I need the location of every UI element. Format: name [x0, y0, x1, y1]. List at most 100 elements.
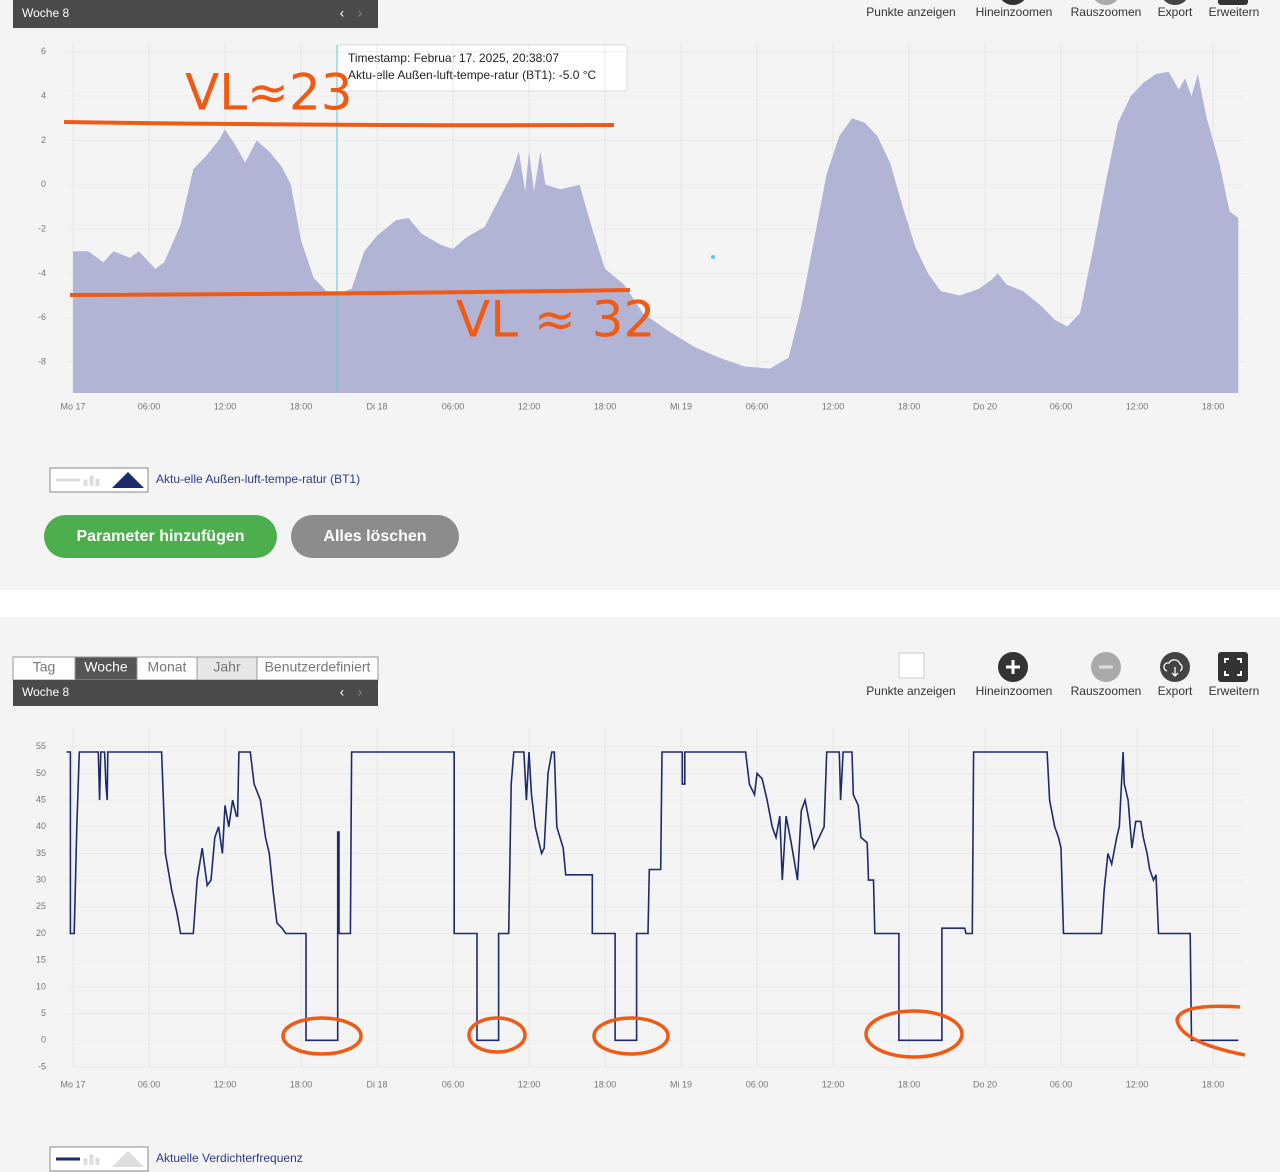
y-tick-label: 40 — [36, 821, 46, 831]
add-button-label[interactable]: Parameter hinzufügen — [76, 528, 244, 545]
x-tick-label: 12:00 — [518, 401, 541, 411]
legend-icon — [83, 1154, 100, 1165]
y-tick-label: 45 — [36, 794, 46, 804]
annotation-circle — [281, 1016, 363, 1056]
prev-arrow[interactable]: ‹ — [340, 684, 345, 700]
toolbar-label[interactable]: Rauszoomen — [1071, 684, 1142, 698]
y-tick-label: 20 — [36, 928, 46, 938]
tooltip-line: Timestamp: Februar 17. 2025, 20:38:07 — [348, 51, 559, 65]
x-tick-label: Di 18 — [366, 401, 387, 411]
x-tick-label: 06:00 — [138, 1079, 161, 1089]
x-tick-label: Do 20 — [973, 401, 997, 411]
y-tick-label: 25 — [36, 901, 46, 911]
toolbar-label[interactable]: Erweitern — [1209, 5, 1260, 19]
y-tick-label: 0 — [41, 1035, 46, 1045]
toolbar-label[interactable]: Punkte anzeigen — [866, 5, 955, 19]
toolbar: Punkte anzeigen Hineinzoomen Rauszoomen Exp… — [866, 684, 1259, 698]
period-bar — [13, 680, 378, 706]
toolbar-label[interactable]: Rauszoomen — [1071, 5, 1142, 19]
legend-label: Aktu-elle Außen-luft-tempe-ratur (BT1) — [156, 472, 360, 486]
toolbar-icon[interactable] — [1218, 0, 1248, 5]
prev-arrow[interactable]: ‹ — [340, 5, 345, 21]
y-tick-label: 35 — [36, 848, 46, 858]
y-tick-label: 30 — [36, 875, 46, 885]
x-tick-label: 18:00 — [594, 401, 617, 411]
annotation-line — [63, 120, 615, 128]
tabs: Tag Woche Monat Jahr Benutzerdefiniert — [12, 656, 379, 681]
tab-label[interactable]: Woche — [84, 659, 128, 675]
stray-dot — [711, 255, 715, 259]
add-button[interactable] — [44, 515, 277, 558]
tab-label[interactable]: Jahr — [213, 659, 241, 675]
tab-label[interactable]: Tag — [33, 659, 56, 675]
y-tick-label: -4 — [38, 268, 46, 278]
x-tick-label: 18:00 — [594, 1079, 617, 1089]
x-tick-label: 12:00 — [1126, 1079, 1149, 1089]
legend-icon — [112, 1151, 144, 1167]
toolbar-label[interactable]: Hineinzoomen — [976, 5, 1053, 19]
annotation-circle — [592, 1016, 670, 1056]
annotation-hook — [1175, 1004, 1246, 1057]
line — [66, 751, 1239, 1042]
annotation-circles — [281, 1004, 1246, 1059]
next-arrow[interactable]: › — [358, 5, 363, 21]
tab-label[interactable]: Benutzerdefiniert — [265, 659, 371, 675]
y-tick-label: -6 — [38, 312, 46, 322]
y-tick-label: 4 — [41, 91, 46, 101]
x-tick-label: 12:00 — [822, 401, 845, 411]
toolbar-icon[interactable] — [998, 0, 1028, 5]
y-tick-label: 55 — [36, 741, 46, 751]
annotation: VL ≈ 32 — [456, 291, 655, 349]
legend-label: Aktuelle Verdichterfrequenz — [156, 1151, 303, 1165]
bottom-panel — [0, 617, 1280, 1172]
x-tick-label: 12:00 — [214, 401, 237, 411]
toolbar-label[interactable]: Hineinzoomen — [976, 684, 1053, 698]
toolbar-label[interactable]: Punkte anzeigen — [866, 684, 955, 698]
x-tick-label: 18:00 — [898, 1079, 921, 1089]
y-tick-label: 6 — [41, 46, 46, 56]
x-tick-label: 06:00 — [1050, 401, 1073, 411]
fullscreen-icon[interactable] — [1218, 652, 1248, 682]
toolbar-label[interactable]: Export — [1158, 5, 1193, 19]
toolbar-icon[interactable] — [1160, 0, 1190, 5]
x-tick-label: 06:00 — [1050, 1079, 1073, 1089]
x-tick-label: 12:00 — [518, 1079, 541, 1089]
period-bar — [13, 0, 378, 28]
tab-label[interactable]: Monat — [148, 659, 187, 675]
x-tick-label: 06:00 — [746, 1079, 769, 1089]
x-tick-label: 18:00 — [290, 1079, 313, 1089]
clear-button[interactable] — [291, 515, 459, 558]
period-label: Woche 8 — [22, 6, 69, 20]
x-tick-label: 06:00 — [442, 401, 465, 411]
next-arrow[interactable]: › — [358, 684, 363, 700]
x-tick-label: 12:00 — [214, 1079, 237, 1089]
tooltip-line: Aktu-elle Außen-luft-tempe-ratur (BT1): … — [348, 68, 597, 82]
clear-button-label[interactable]: Alles löschen — [323, 528, 426, 545]
toolbar-label[interactable]: Export — [1158, 684, 1193, 698]
y-tick-label: -5 — [38, 1061, 46, 1071]
x-tick-label: 06:00 — [442, 1079, 465, 1089]
annotation: VL≈23 — [185, 64, 353, 122]
x-tick-label: 12:00 — [822, 1079, 845, 1089]
x-tick-label: Mi 19 — [670, 401, 692, 411]
legend-icon — [83, 475, 100, 486]
legend-icon — [112, 472, 144, 488]
x-tick-label: 06:00 — [746, 401, 769, 411]
x-tick-label: 18:00 — [1202, 1079, 1225, 1089]
chart: -8 -6 -4 -2 0 2 4 6 Mo 17 06:00 12:00 18:00 Di 18 06:… — [38, 43, 1245, 411]
zoom-in-glyph — [1006, 660, 1020, 674]
y-tick-label: 10 — [36, 981, 46, 991]
points-checkbox[interactable] — [898, 652, 925, 679]
y-tick-label: 0 — [41, 179, 46, 189]
toolbar: Punkte anzeigen Hineinzoomen Rauszoomen Exp… — [866, 0, 1259, 19]
period-label: Woche 8 — [22, 685, 69, 699]
toolbar-icon[interactable] — [1091, 0, 1121, 5]
x-tick-label: Mi 19 — [670, 1079, 692, 1089]
x-tick-label: Mo 17 — [60, 401, 85, 411]
x-tick-label: 18:00 — [290, 401, 313, 411]
x-tick-label: Di 18 — [366, 1079, 387, 1089]
x-tick-label: Mo 17 — [60, 1079, 85, 1089]
toolbar-label[interactable]: Erweitern — [1209, 684, 1260, 698]
y-tick-label: -8 — [38, 356, 46, 366]
